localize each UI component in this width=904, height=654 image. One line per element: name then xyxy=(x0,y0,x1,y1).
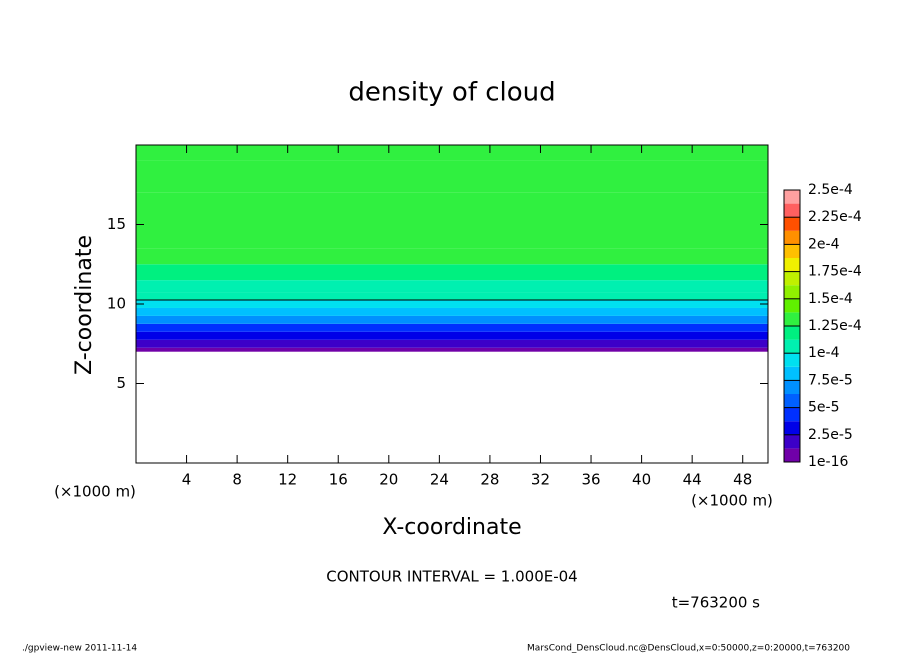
contour-band xyxy=(136,307,768,316)
contour-band xyxy=(136,339,768,348)
colorbar-band xyxy=(784,312,800,326)
contour-band xyxy=(136,347,768,352)
contour-band xyxy=(136,331,768,340)
contour-band xyxy=(136,323,768,332)
colorbar-band xyxy=(784,380,800,394)
y-unit-label: (×1000 m) xyxy=(54,483,136,501)
colorbar-band xyxy=(784,285,800,299)
x-tick-label: 48 xyxy=(733,471,752,489)
colorbar-band xyxy=(784,217,800,231)
colorbar-tick-label: 7.5e-5 xyxy=(808,372,853,388)
y-axis-label: Z-coordinate xyxy=(72,235,97,375)
contour-band xyxy=(136,224,768,249)
colorbar-band xyxy=(784,407,800,422)
y-tick-label: 10 xyxy=(107,295,126,313)
colorbar-band xyxy=(784,421,800,435)
y-tick-label: 5 xyxy=(116,374,126,392)
x-tick-label: 4 xyxy=(182,471,192,489)
x-tick-label: 32 xyxy=(531,471,550,489)
annotation: t=763200 s xyxy=(672,594,760,612)
contour-band xyxy=(136,280,768,293)
colorbar-band xyxy=(784,298,800,313)
colorbar-band xyxy=(784,203,800,218)
x-tick-label: 12 xyxy=(278,471,297,489)
contour-band xyxy=(136,145,768,161)
x-tick-label: 8 xyxy=(232,471,242,489)
colorbar-tick-label: 1e-16 xyxy=(808,454,848,470)
colorbar-band xyxy=(784,339,800,354)
colorbar-tick-label: 2.25e-4 xyxy=(808,209,862,225)
colorbar-band xyxy=(784,258,800,272)
colorbar-tick-label: 1e-4 xyxy=(808,345,840,361)
colorbar-tick-label: 1.25e-4 xyxy=(808,318,862,334)
colorbar-band xyxy=(784,230,800,245)
colorbar-tick-label: 2.5e-5 xyxy=(808,427,853,443)
colorbar-band xyxy=(784,448,800,462)
x-tick-label: 28 xyxy=(480,471,499,489)
colorbar-band xyxy=(784,326,800,340)
colorbar-tick-label: 2.5e-4 xyxy=(808,182,853,198)
colorbar-band xyxy=(784,190,800,204)
colorbar-band xyxy=(784,244,800,258)
x-unit-label: (×1000 m) xyxy=(691,492,773,510)
footer: ./gpview-new 2011-11-14 xyxy=(22,644,137,654)
colorbar-tick-label: 1.5e-4 xyxy=(808,291,853,307)
x-tick-label: 36 xyxy=(581,471,600,489)
y-tick-label: 15 xyxy=(107,215,126,233)
x-tick-label: 40 xyxy=(632,471,651,489)
colorbar-tick-label: 2e-4 xyxy=(808,236,840,252)
colorbar-band xyxy=(784,366,800,381)
contour-band xyxy=(136,315,768,324)
x-tick-label: 20 xyxy=(379,471,398,489)
colorbar-tick-label: 5e-5 xyxy=(808,400,839,416)
colorbar-band xyxy=(784,271,800,286)
colorbar-tick-label: 1.75e-4 xyxy=(808,264,862,280)
contour-band xyxy=(136,300,768,308)
chart-title: density of cloud xyxy=(348,78,555,108)
contour-band xyxy=(136,248,768,265)
x-tick-label: 24 xyxy=(430,471,449,489)
x-axis-label: X-coordinate xyxy=(382,515,521,540)
colorbar-band xyxy=(784,394,800,408)
x-tick-label: 44 xyxy=(683,471,702,489)
colorbar-band xyxy=(784,434,800,449)
contour-band xyxy=(136,264,768,281)
contour-band xyxy=(136,292,768,301)
contour-band xyxy=(136,192,768,225)
colorbar-band xyxy=(784,353,800,367)
contour-band xyxy=(136,160,768,193)
annotation: CONTOUR INTERVAL = 1.000E-04 xyxy=(326,568,577,586)
x-tick-label: 16 xyxy=(329,471,348,489)
footer: MarsCond_DensCloud.nc@DensCloud,x=0:5000… xyxy=(527,644,850,654)
